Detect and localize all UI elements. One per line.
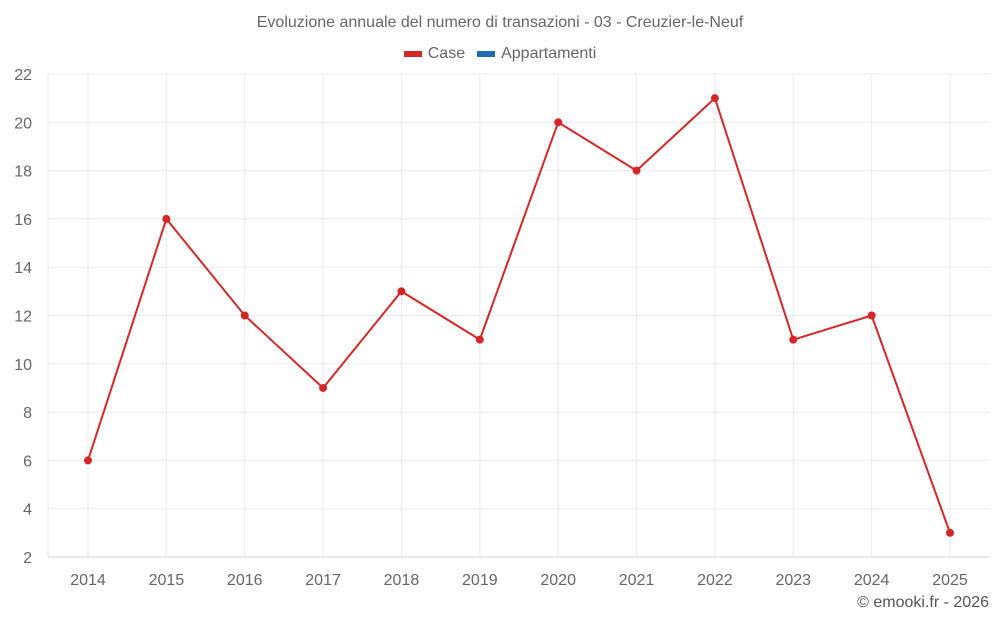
x-tick-label: 2019	[462, 572, 498, 589]
legend-label-case: Case	[427, 45, 466, 62]
data-point[interactable]	[789, 335, 798, 344]
data-point[interactable]	[475, 335, 484, 344]
x-tick-label: 2024	[854, 572, 890, 589]
x-tick-label: 2022	[697, 572, 733, 589]
y-tick-label: 2	[23, 550, 32, 567]
legend-item-appartamenti[interactable]: Appartamenti	[477, 45, 596, 63]
data-point[interactable]	[632, 166, 641, 175]
data-point[interactable]	[710, 94, 719, 103]
copyright-footer: © emooki.fr - 2026	[857, 594, 989, 611]
x-tick-label: 2020	[540, 572, 576, 589]
y-tick-label: 6	[23, 453, 32, 470]
legend-swatch-case	[403, 51, 422, 57]
y-tick-label: 20	[14, 115, 32, 132]
data-point[interactable]	[554, 118, 563, 127]
chart-title: Evoluzione annuale del numero di transaz…	[256, 14, 744, 31]
x-tick-label: 2015	[149, 572, 185, 589]
y-tick-label: 10	[14, 357, 32, 374]
y-tick-label: 18	[14, 164, 32, 181]
data-point[interactable]	[397, 287, 406, 296]
y-tick-label: 14	[14, 260, 32, 277]
x-tick-label: 2025	[932, 572, 968, 589]
chart-legend: Case Appartamenti	[0, 45, 1000, 63]
x-tick-label: 2014	[70, 572, 106, 589]
series-case	[84, 94, 954, 537]
y-tick-label: 8	[23, 405, 32, 422]
legend-label-appartamenti: Appartamenti	[501, 45, 597, 62]
data-point[interactable]	[867, 311, 876, 320]
y-tick-label: 12	[14, 309, 32, 326]
y-tick-label: 4	[23, 502, 32, 519]
grid-lines	[47, 73, 990, 557]
data-point[interactable]	[240, 311, 249, 320]
data-point[interactable]	[319, 383, 328, 392]
x-tick-label: 2023	[775, 572, 811, 589]
legend-item-case[interactable]: Case	[403, 45, 466, 63]
y-tick-label: 22	[14, 67, 32, 84]
x-tick-label: 2016	[227, 572, 263, 589]
y-tick-label: 16	[14, 212, 32, 229]
data-point[interactable]	[84, 456, 92, 465]
x-tick-label: 2017	[305, 572, 341, 589]
x-tick-label: 2018	[384, 572, 420, 589]
data-point[interactable]	[162, 214, 171, 223]
data-point[interactable]	[946, 528, 954, 537]
legend-swatch-appartamenti	[477, 51, 496, 57]
x-tick-label: 2021	[619, 572, 655, 589]
